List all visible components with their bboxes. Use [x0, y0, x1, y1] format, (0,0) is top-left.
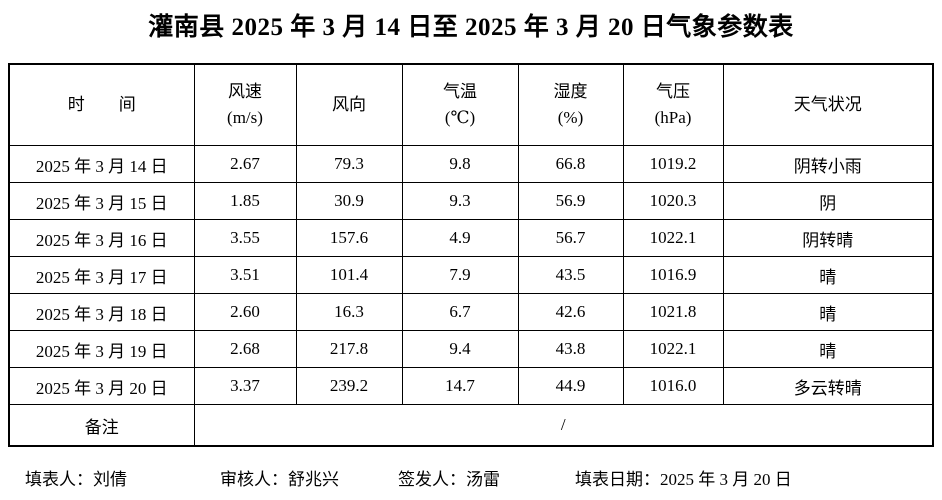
cell-date: 2025 年 3 月 14 日	[8, 145, 195, 183]
cell-date: 2025 年 3 月 17 日	[8, 256, 195, 294]
reviewed-by-label: 审核人：舒兆兴	[220, 470, 339, 489]
remark-label: 备注	[8, 404, 195, 447]
cell-wind-speed: 3.51	[193, 256, 297, 294]
cell-weather: 阴转晴	[722, 219, 934, 257]
cell-pressure: 1022.1	[622, 219, 724, 257]
col-header-pressure: 气压 (hPa)	[622, 63, 724, 146]
col-header-wind-direction: 风向	[295, 63, 403, 146]
col-header-humidity-unit: (%)	[557, 108, 584, 127]
table-row: 2025 年 3 月 17 日 3.51 101.4 7.9 43.5 1016…	[8, 256, 934, 294]
filled-by-label: 填表人：刘倩	[25, 470, 127, 489]
table-header-row: 时 间 风速 (m/s) 风向 气温 (℃) 湿度 (%) 气压 (hPa)	[8, 63, 934, 146]
cell-wind-direction: 157.6	[295, 219, 403, 257]
cell-pressure: 1019.2	[622, 145, 724, 183]
cell-temperature: 6.7	[401, 293, 519, 331]
cell-temperature: 9.8	[401, 145, 519, 183]
cell-date: 2025 年 3 月 16 日	[8, 219, 195, 257]
col-header-time-label: 时 间	[67, 95, 136, 114]
remark-row: 备注 /	[8, 404, 934, 447]
col-header-wind-direction-label: 风向	[332, 95, 366, 114]
cell-wind-speed: 2.60	[193, 293, 297, 331]
cell-date: 2025 年 3 月 18 日	[8, 293, 195, 331]
remark-value: /	[193, 404, 934, 447]
cell-humidity: 43.5	[517, 256, 624, 294]
cell-wind-speed: 3.37	[193, 367, 297, 405]
cell-humidity: 43.8	[517, 330, 624, 368]
cell-wind-direction: 79.3	[295, 145, 403, 183]
cell-weather: 多云转晴	[722, 367, 934, 405]
table-row: 2025 年 3 月 20 日 3.37 239.2 14.7 44.9 101…	[8, 367, 934, 405]
cell-weather: 晴	[722, 256, 934, 294]
cell-wind-direction: 217.8	[295, 330, 403, 368]
cell-pressure: 1021.8	[622, 293, 724, 331]
col-header-wind-speed-unit: (m/s)	[227, 108, 263, 127]
cell-humidity: 56.9	[517, 182, 624, 220]
cell-temperature: 14.7	[401, 367, 519, 405]
cell-wind-speed: 2.67	[193, 145, 297, 183]
cell-date: 2025 年 3 月 15 日	[8, 182, 195, 220]
weather-parameters-table: 时 间 风速 (m/s) 风向 气温 (℃) 湿度 (%) 气压 (hPa)	[8, 63, 934, 447]
cell-wind-direction: 101.4	[295, 256, 403, 294]
cell-date: 2025 年 3 月 20 日	[8, 367, 195, 405]
cell-humidity: 56.7	[517, 219, 624, 257]
table-row: 2025 年 3 月 19 日 2.68 217.8 9.4 43.8 1022…	[8, 330, 934, 368]
col-header-humidity-label: 湿度	[553, 82, 588, 101]
col-header-temperature-unit: (℃)	[444, 108, 476, 127]
cell-temperature: 9.4	[401, 330, 519, 368]
cell-humidity: 66.8	[517, 145, 624, 183]
table-row: 2025 年 3 月 16 日 3.55 157.6 4.9 56.7 1022…	[8, 219, 934, 257]
cell-pressure: 1016.9	[622, 256, 724, 294]
col-header-weather: 天气状况	[722, 63, 934, 146]
cell-weather: 晴	[722, 293, 934, 331]
col-header-pressure-unit: (hPa)	[654, 108, 692, 127]
cell-temperature: 7.9	[401, 256, 519, 294]
cell-temperature: 4.9	[401, 219, 519, 257]
table-row: 2025 年 3 月 14 日 2.67 79.3 9.8 66.8 1019.…	[8, 145, 934, 183]
cell-wind-direction: 16.3	[295, 293, 403, 331]
cell-pressure: 1016.0	[622, 367, 724, 405]
col-header-pressure-label: 气压	[656, 82, 690, 101]
col-header-wind-speed: 风速 (m/s)	[193, 63, 297, 146]
signature-footer: 填表人：刘倩 审核人：舒兆兴 签发人：汤雷 填表日期：2025 年 3 月 20…	[0, 457, 942, 497]
cell-wind-speed: 1.85	[193, 182, 297, 220]
cell-humidity: 42.6	[517, 293, 624, 331]
cell-date: 2025 年 3 月 19 日	[8, 330, 195, 368]
cell-temperature: 9.3	[401, 182, 519, 220]
col-header-temperature-label: 气温	[443, 82, 477, 101]
cell-wind-speed: 3.55	[193, 219, 297, 257]
col-header-weather-label: 天气状况	[793, 95, 862, 114]
col-header-humidity: 湿度 (%)	[517, 63, 624, 146]
cell-pressure: 1020.3	[622, 182, 724, 220]
cell-wind-speed: 2.68	[193, 330, 297, 368]
col-header-time: 时 间	[8, 63, 195, 146]
table-row: 2025 年 3 月 15 日 1.85 30.9 9.3 56.9 1020.…	[8, 182, 934, 220]
cell-pressure: 1022.1	[622, 330, 724, 368]
col-header-wind-speed-label: 风速	[228, 82, 262, 101]
cell-humidity: 44.9	[517, 367, 624, 405]
cell-weather: 阴转小雨	[722, 145, 934, 183]
col-header-temperature: 气温 (℃)	[401, 63, 519, 146]
table-row: 2025 年 3 月 18 日 2.60 16.3 6.7 42.6 1021.…	[8, 293, 934, 331]
cell-wind-direction: 239.2	[295, 367, 403, 405]
cell-weather: 晴	[722, 330, 934, 368]
cell-weather: 阴	[722, 182, 934, 220]
cell-wind-direction: 30.9	[295, 182, 403, 220]
page-title: 灌南县 2025 年 3 月 14 日至 2025 年 3 月 20 日气象参数…	[148, 14, 794, 41]
fill-date-label: 填表日期：2025 年 3 月 20 日	[575, 470, 792, 489]
issued-by-label: 签发人：汤雷	[398, 470, 500, 489]
